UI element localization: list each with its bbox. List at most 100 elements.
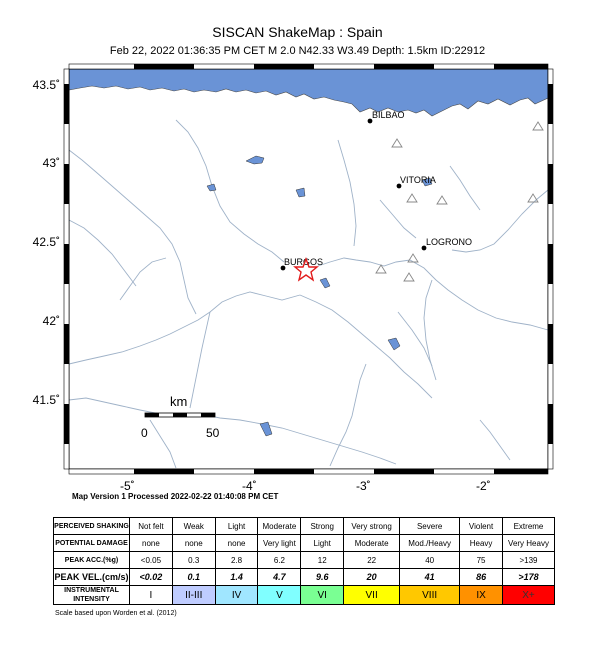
intensity-cell: X+ (502, 585, 555, 605)
triangle-icon (375, 264, 387, 274)
lat-tick: 43˚ (43, 156, 60, 170)
cell: Not felt (129, 517, 173, 535)
cell: Moderate (257, 517, 302, 535)
cell: Weak (171, 517, 216, 535)
lat-axis: 43.5˚ 43˚ 42.5˚ 42˚ 41.5˚ (33, 78, 60, 407)
intensity-cell: VII (343, 585, 401, 605)
intensity-cell: II-III (171, 585, 216, 605)
cell: 20 (343, 568, 401, 586)
lon-tick: -4˚ (242, 479, 257, 493)
dot-icon (421, 245, 427, 251)
lon-tick: -2˚ (476, 479, 491, 493)
cell: 75 (459, 551, 503, 569)
city-label: BURGOS (284, 257, 323, 267)
cell: Severe (399, 517, 461, 535)
intensity-cell: VIII (399, 585, 461, 605)
scale-max: 50 (206, 426, 220, 440)
cell: 0.1 (171, 568, 216, 586)
cell: Very light (257, 534, 302, 552)
intensity-row: INSTRUMENTAL INTENSITY I II-III IV V VI … (53, 585, 555, 605)
cell: Violent (459, 517, 503, 535)
cell: <0.02 (129, 568, 173, 586)
triangle-icon (407, 253, 419, 263)
lat-tick: 42.5˚ (33, 235, 60, 249)
cell: none (214, 534, 259, 552)
cell: 22 (343, 551, 401, 569)
triangle-icon (406, 193, 418, 203)
cell: 0.3 (171, 551, 216, 569)
vel-row: PEAK VEL.(cm/s) <0.02 0.1 1.4 4.7 9.6 20… (53, 568, 555, 586)
lat-tick: 43.5˚ (33, 78, 60, 92)
triangle-icon (436, 195, 448, 205)
intensity-cell: V (257, 585, 302, 605)
cell: 41 (399, 568, 461, 586)
scale-note: Scale based upon Worden et al. (2012) (55, 610, 177, 617)
lon-axis: -5˚ -4˚ -3˚ -2˚ (120, 479, 491, 493)
row-label: INSTRUMENTAL INTENSITY (53, 585, 130, 605)
cell: Heavy (459, 534, 503, 552)
city-label: BILBAO (372, 110, 405, 120)
lat-tick: 41.5˚ (33, 393, 60, 407)
cell: Mod./Heavy (399, 534, 461, 552)
city-label: LOGRONO (426, 237, 472, 247)
lat-tick: 42˚ (43, 314, 60, 328)
scale-unit: km (170, 394, 187, 409)
cell: Light (214, 517, 259, 535)
cell: 9.6 (300, 568, 345, 586)
row-label: PEAK VEL.(cm/s) (53, 568, 130, 586)
cell: Light (300, 534, 345, 552)
triangle-icon (391, 138, 403, 148)
dot-icon (280, 265, 286, 271)
cell: Extreme (502, 517, 555, 535)
dot-icon (396, 183, 402, 189)
damage-row: POTENTIAL DAMAGE none none none Very lig… (53, 534, 555, 552)
dot-icon (367, 118, 373, 124)
row-label: PEAK ACC.(%g) (53, 551, 130, 569)
intensity-cell: IV (214, 585, 259, 605)
event-info: Feb 22, 2022 01:36:35 PM CET M 2.0 N42.3… (109, 45, 486, 57)
lon-tick: -3˚ (356, 479, 371, 493)
intensity-cell: I (129, 585, 173, 605)
lon-tick: -5˚ (120, 479, 135, 493)
scale-min: 0 (141, 426, 148, 440)
cell: 6.2 (257, 551, 302, 569)
cell: Very strong (343, 517, 401, 535)
row-label: POTENTIAL DAMAGE (53, 534, 130, 552)
map-title: SISCAN ShakeMap : Spain (212, 24, 383, 40)
cell: 4.7 (257, 568, 302, 586)
map-frame (63, 63, 554, 475)
intensity-cell: VI (300, 585, 345, 605)
cell: Very Heavy (502, 534, 555, 552)
star-icon (293, 257, 319, 282)
cell: 40 (399, 551, 461, 569)
map-land (69, 69, 548, 469)
scale-bar: km 0 50 (141, 394, 220, 440)
cell: 2.8 (214, 551, 259, 569)
cities: BILBAO VITORIA LOGRONO BURGOS (280, 110, 472, 271)
cell: 12 (300, 551, 345, 569)
acc-row: PEAK ACC.(%g) <0.05 0.3 2.8 6.2 12 22 40… (53, 551, 555, 569)
sea-area (68, 68, 549, 117)
stations (375, 121, 544, 282)
cell: Moderate (343, 534, 401, 552)
shakemap: BILBAO VITORIA LOGRONO BURGOS km 0 50 (33, 63, 554, 493)
cell: 1.4 (214, 568, 259, 586)
city-label: VITORIA (400, 175, 436, 185)
shaking-row: PERCEIVED SHAKING Not felt Weak Light Mo… (53, 517, 555, 535)
rivers (68, 119, 549, 469)
cell: Strong (300, 517, 345, 535)
intensity-cell: IX (459, 585, 503, 605)
cell: >178 (502, 568, 555, 586)
intensity-legend: PERCEIVED SHAKING Not felt Weak Light Mo… (53, 517, 555, 605)
cell: none (171, 534, 216, 552)
cell: none (129, 534, 173, 552)
processed-info: Map Version 1 Processed 2022-02-22 01:40… (72, 492, 279, 501)
cell: >139 (502, 551, 555, 569)
triangle-icon (527, 193, 539, 203)
cell: <0.05 (129, 551, 173, 569)
row-label: PERCEIVED SHAKING (53, 517, 130, 535)
reservoirs (206, 155, 433, 437)
cell: 86 (459, 568, 503, 586)
triangle-icon (403, 272, 415, 282)
triangle-icon (532, 121, 544, 131)
